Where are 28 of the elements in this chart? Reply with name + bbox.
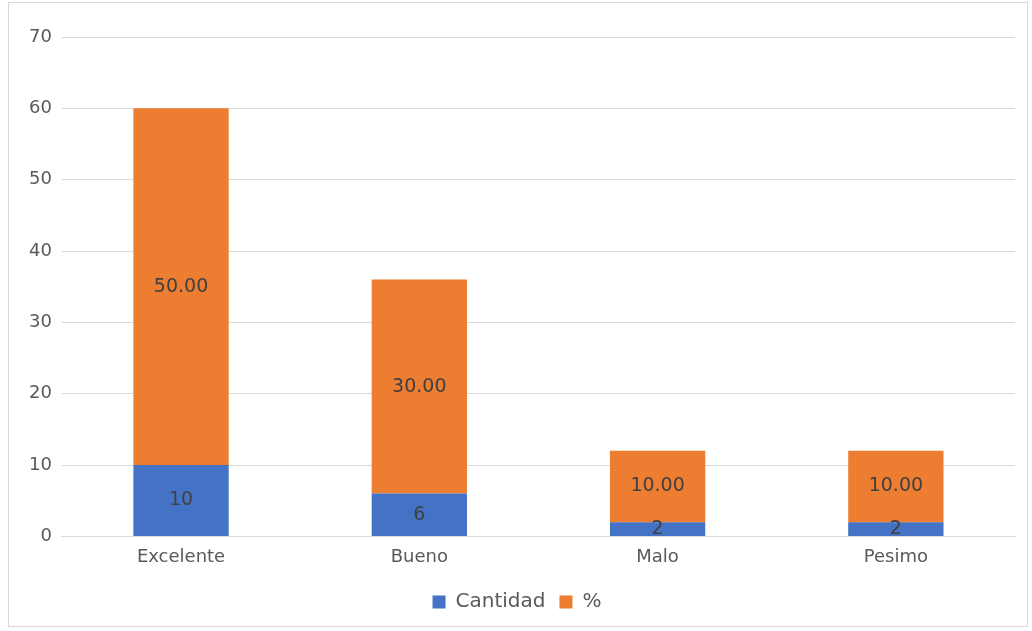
- y-tick-label: 10: [29, 452, 52, 474]
- y-tick-label: 60: [29, 96, 52, 118]
- data-label: 10: [168, 487, 194, 510]
- data-label: 10.00: [868, 473, 924, 496]
- data-label: 30.00: [392, 373, 447, 396]
- y-tick-label: 50: [29, 167, 52, 189]
- y-tick-label: 0: [40, 524, 52, 546]
- bar: [133, 465, 229, 536]
- x-tick-label: Malo: [636, 544, 679, 566]
- bar: [133, 108, 229, 466]
- x-tick-label: Pesimo: [863, 544, 928, 566]
- y-tick-label: 30: [29, 310, 52, 332]
- bar: [371, 493, 467, 536]
- legend-label: %: [582, 588, 602, 613]
- x-tick-label: Bueno: [390, 544, 448, 566]
- legend-label: Cantidad: [455, 588, 546, 613]
- y-tick-label: 40: [29, 238, 52, 260]
- x-tick-label: Excelente: [136, 544, 226, 566]
- data-label: 50.00: [153, 273, 209, 296]
- data-label: 2: [651, 515, 664, 538]
- data-label: 10.00: [630, 473, 685, 496]
- bar: [848, 522, 944, 536]
- data-label: 2: [889, 515, 902, 538]
- bar: [371, 279, 467, 494]
- y-tick-label: 20: [29, 381, 52, 403]
- data-label: 6: [413, 501, 426, 524]
- bar: [609, 522, 706, 536]
- y-tick-label: 70: [29, 24, 52, 46]
